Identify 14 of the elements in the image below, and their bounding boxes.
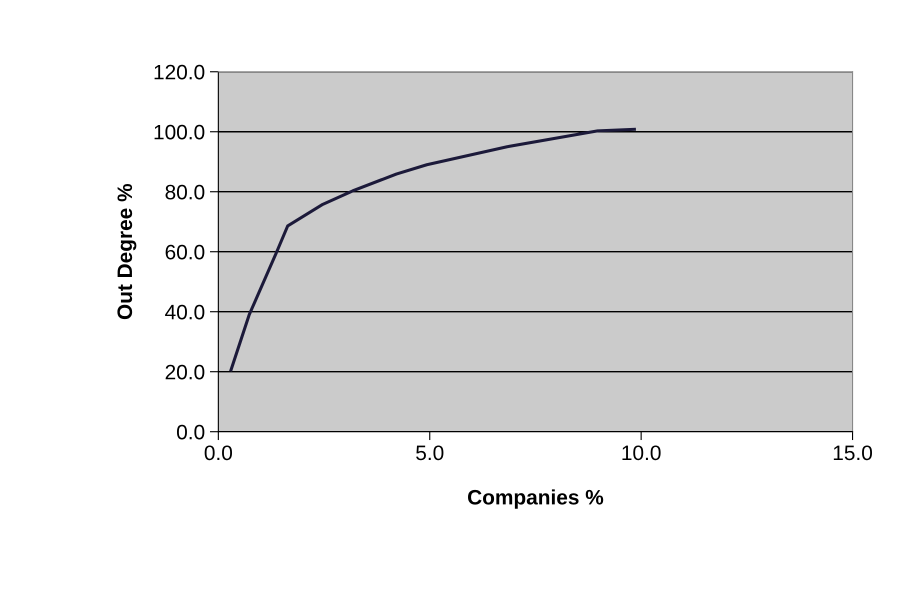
x-axis-title: Companies % (468, 489, 604, 509)
y-tick-label: 40.0 (165, 304, 204, 320)
x-tick-label: 5.0 (416, 445, 444, 460)
y-tick-label: 80.0 (166, 184, 204, 200)
y-tick-label: 100.0 (154, 124, 204, 140)
y-tick-label: 0.0 (177, 424, 204, 440)
y-axis-title: Out Degree % (117, 184, 136, 320)
x-tick-label: 15.0 (834, 445, 872, 460)
y-tick-label: 120.0 (154, 64, 204, 80)
y-tick-label: 60.0 (166, 244, 204, 260)
x-tick-label: 10.0 (622, 445, 661, 460)
x-tick-label: 0.0 (204, 445, 232, 460)
line-series (230, 128, 636, 372)
y-tick-label: 20.0 (166, 364, 204, 380)
